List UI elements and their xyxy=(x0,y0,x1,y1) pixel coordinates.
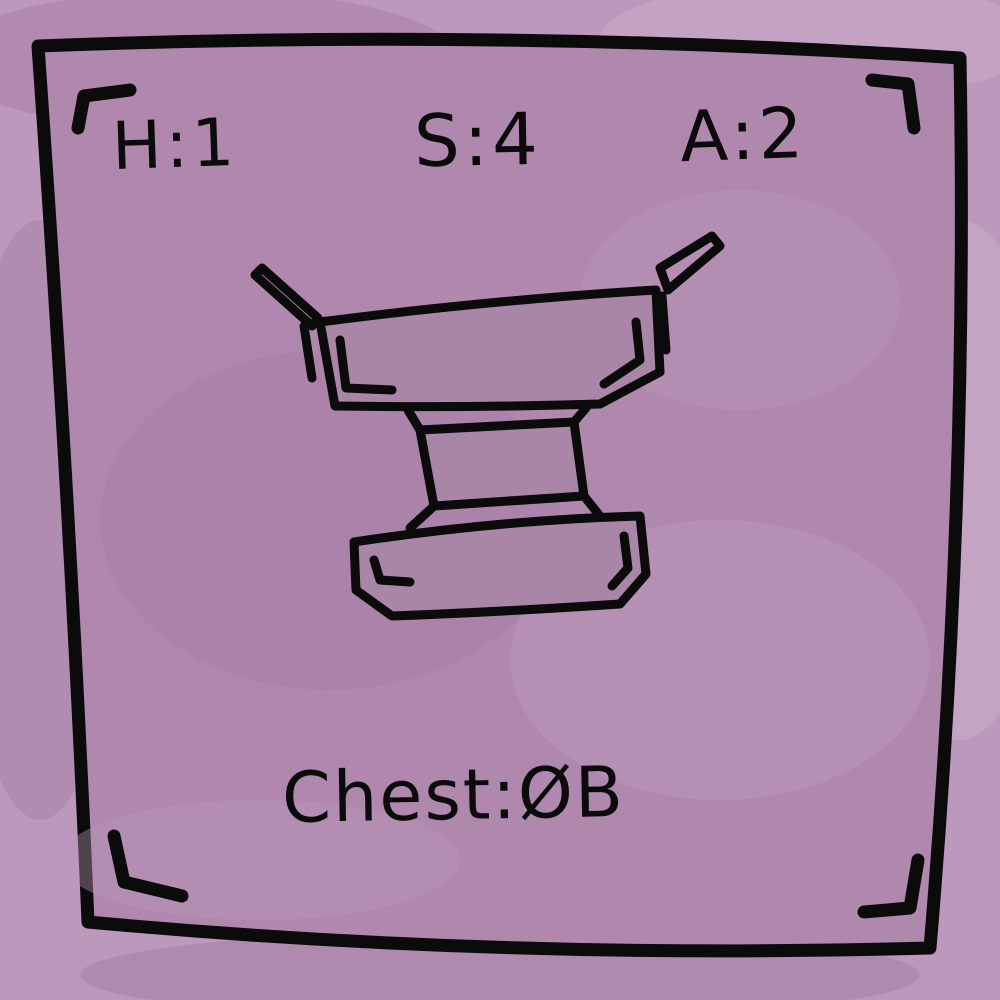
corner-bracket-top-right xyxy=(865,73,921,135)
corner-bracket-top-left xyxy=(71,83,137,135)
attack-stat: A:2 xyxy=(678,91,809,179)
speed-stat: S:4 xyxy=(413,96,543,184)
corner-bracket-bottom-right xyxy=(857,853,925,919)
corner-bracket-bottom-left xyxy=(107,829,189,903)
chest-armor-icon xyxy=(250,231,725,621)
health-stat: H:1 xyxy=(110,103,240,186)
equipment-slot-label: Chest:ØB xyxy=(281,751,626,839)
